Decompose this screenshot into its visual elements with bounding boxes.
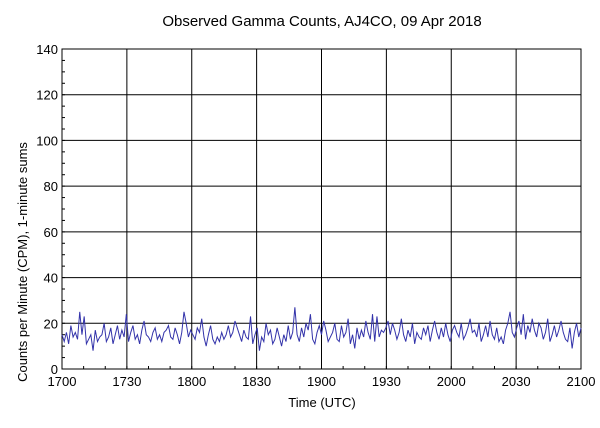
x-tick-label: 1900 xyxy=(307,374,336,389)
y-tick-label: 100 xyxy=(36,133,58,148)
y-tick-label: 140 xyxy=(36,42,58,57)
x-tick-label: 1930 xyxy=(372,374,401,389)
y-tick-label: 20 xyxy=(44,316,58,331)
x-tick-label: 2030 xyxy=(502,374,531,389)
series-line xyxy=(61,307,582,351)
y-tick-label: 80 xyxy=(44,179,58,194)
x-tick-label: 1730 xyxy=(112,374,141,389)
plot-area xyxy=(61,48,582,370)
y-tick-labels: 0 20 40 60 80 100 120 140 xyxy=(36,42,58,377)
x-tick-label: 1830 xyxy=(242,374,271,389)
y-tick-label: 60 xyxy=(44,225,58,240)
x-axis-label: Time (UTC) xyxy=(288,395,355,410)
x-tick-label: 2000 xyxy=(437,374,466,389)
x-tick-label: 1800 xyxy=(177,374,206,389)
x-tick-label: 1700 xyxy=(48,374,77,389)
y-tick-label: 40 xyxy=(44,271,58,286)
minor-ticks xyxy=(61,48,582,370)
y-tick-label: 0 xyxy=(51,362,58,377)
y-tick-label: 120 xyxy=(36,88,58,103)
chart-title: Observed Gamma Counts, AJ4CO, 09 Apr 201… xyxy=(162,13,481,30)
x-tick-labels: 1700 1730 1800 1830 1900 1930 2000 2030 2100 xyxy=(48,374,596,389)
x-tick-label: 2100 xyxy=(567,374,596,389)
y-axis-label: Counts per Minute (CPM), 1-minute sums xyxy=(15,142,30,382)
series-group xyxy=(61,307,582,351)
